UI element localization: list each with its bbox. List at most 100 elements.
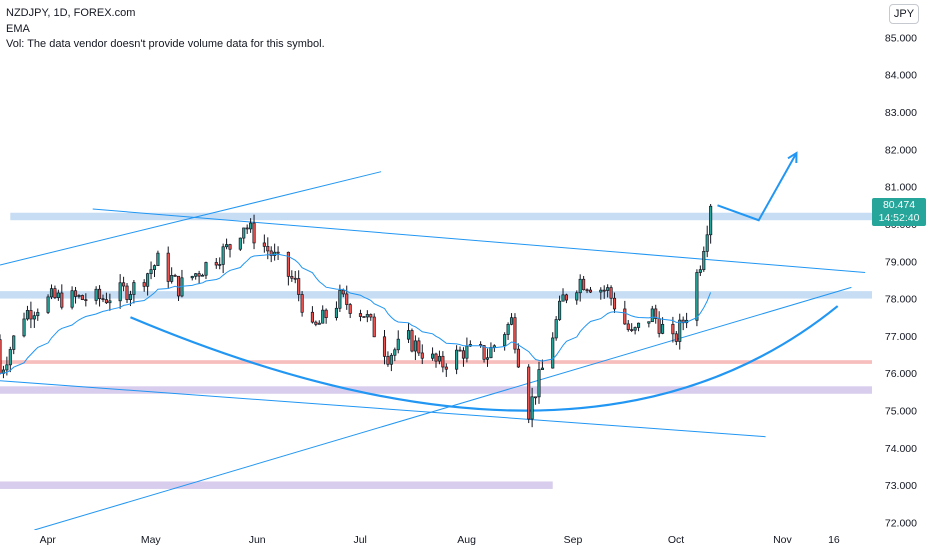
candle-body	[554, 319, 558, 339]
candle-body	[386, 356, 390, 365]
candle-body	[218, 264, 222, 266]
candle-body	[142, 282, 146, 287]
candle-body	[104, 299, 108, 304]
candle-body	[575, 292, 579, 301]
price-tick-label: 74.000	[885, 443, 917, 455]
price-tick-label: 75.000	[885, 406, 917, 418]
candle-body	[671, 323, 675, 335]
candle-body	[194, 273, 198, 277]
candle-body	[599, 289, 603, 293]
ema-line	[0, 253, 712, 374]
candle-body	[321, 309, 325, 324]
candle-body	[32, 315, 36, 320]
candle-body	[297, 278, 301, 295]
candle-body	[578, 278, 582, 294]
candle-body	[190, 275, 194, 279]
candle-body	[300, 294, 304, 313]
candle-body	[540, 367, 544, 370]
candle-body	[53, 288, 57, 298]
candle-body	[262, 242, 266, 247]
price-tick-label: 83.000	[885, 107, 917, 119]
candle-body	[406, 330, 411, 340]
candle-body	[585, 289, 589, 292]
candle-body	[437, 355, 441, 362]
candle-body	[537, 369, 541, 398]
candle-body	[173, 275, 177, 277]
price-axis: 85.00084.00083.00082.00081.00080.00079.0…	[872, 0, 932, 550]
price-tick-label: 76.000	[885, 368, 917, 380]
candle-body	[444, 366, 448, 370]
last-price-tag: 80.474 14:52:40	[872, 198, 926, 226]
candle-body	[564, 294, 569, 301]
candles-layer	[0, 204, 713, 428]
time-axis: Apr May Jun Jul Aug Sep Oct Nov 16	[0, 530, 932, 550]
candle-body	[146, 273, 150, 287]
candle-body	[561, 294, 565, 302]
candle-body	[626, 323, 630, 330]
candle-body	[125, 285, 129, 301]
candle-body	[0, 339, 2, 374]
candle-body	[242, 227, 246, 239]
candle-body	[602, 289, 606, 292]
candle-body	[225, 244, 229, 248]
candle-body	[221, 246, 225, 265]
time-tick-label: 16	[828, 534, 840, 546]
candle-body	[609, 287, 613, 299]
time-tick-label: May	[141, 534, 162, 546]
candle-body	[324, 309, 328, 319]
trendline-3	[34, 286, 852, 531]
candle-body	[269, 250, 273, 256]
trendline-0	[0, 171, 382, 266]
candle-body	[12, 335, 16, 350]
candle-body	[509, 317, 514, 325]
candle-body	[382, 336, 387, 357]
candle-body	[678, 319, 682, 342]
candle-body	[674, 333, 678, 342]
candle-body	[314, 321, 318, 325]
ema-layer	[0, 253, 712, 374]
candle-body	[527, 366, 531, 420]
candle-body	[345, 293, 349, 305]
candle-body	[170, 275, 174, 282]
candle-body	[118, 282, 122, 302]
candle-body	[128, 294, 133, 301]
candle-body	[702, 250, 706, 271]
symbol-title[interactable]: NZDJPY, 1D, FOREX.com	[6, 7, 136, 19]
ema-indicator-label[interactable]: EMA	[6, 22, 30, 35]
candle-body	[197, 273, 201, 277]
candle-body	[204, 262, 208, 276]
zone-support-3	[0, 386, 872, 394]
projection-path	[717, 152, 798, 222]
candle-body	[245, 227, 249, 230]
rounding-bottom-arc	[130, 305, 839, 412]
time-tick-label: Apr	[40, 534, 57, 546]
candle-body	[661, 323, 665, 334]
candle-body	[372, 316, 376, 338]
candle-body	[516, 348, 520, 368]
currency-badge[interactable]: JPY	[889, 4, 919, 24]
price-tick-label: 82.000	[885, 144, 917, 156]
candle-body	[630, 329, 634, 331]
candle-body	[238, 237, 242, 250]
candle-body	[101, 298, 105, 301]
candle-body	[293, 277, 297, 280]
candle-body	[413, 340, 417, 352]
time-tick-label: Aug	[457, 534, 476, 546]
price-tick-label: 72.000	[885, 518, 917, 530]
zone-resistance-0	[10, 212, 873, 221]
candle-body	[461, 350, 466, 359]
candle-body	[166, 252, 170, 282]
candle-body	[417, 340, 421, 354]
candle-body	[149, 269, 153, 275]
candle-body	[200, 274, 205, 277]
zones-layer	[0, 212, 873, 489]
candle-body	[286, 251, 290, 277]
candle-body	[348, 304, 352, 314]
candle-body	[431, 353, 435, 359]
volume-note: Vol: The data vendor doesn't provide vol…	[6, 38, 325, 50]
candle-body	[358, 313, 363, 317]
candle-body	[152, 265, 157, 270]
candle-body	[588, 289, 593, 293]
candle-body	[633, 327, 637, 331]
